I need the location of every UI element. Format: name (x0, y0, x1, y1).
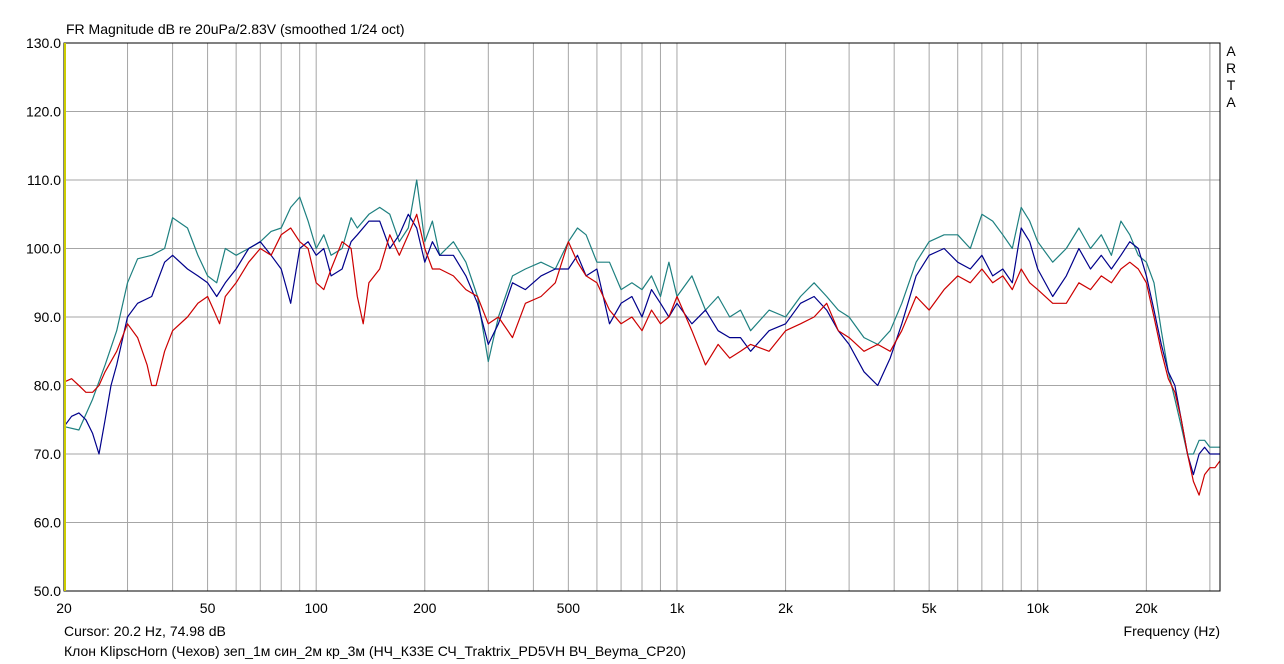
x-axis-label: Frequency (Hz) (1123, 623, 1220, 639)
x-tick-label: 1k (670, 600, 686, 616)
y-tick-label: 70.0 (34, 446, 61, 462)
series-group (63, 179, 1221, 496)
x-tick-label: 10k (1026, 600, 1050, 616)
watermark-letter: A (1226, 94, 1236, 110)
series-line (63, 213, 1220, 476)
y-tick-label: 100.0 (26, 241, 61, 257)
y-tick-label: 80.0 (34, 378, 61, 394)
x-tick-label: 50 (200, 600, 216, 616)
y-tick-label: 120.0 (26, 104, 61, 120)
y-tick-label: 60.0 (34, 515, 61, 531)
y-tick-label: 50.0 (34, 583, 61, 599)
series-line (63, 213, 1221, 496)
x-tick-label: 20k (1135, 600, 1159, 616)
x-tick-label: 2k (778, 600, 794, 616)
x-tick-label: 200 (413, 600, 437, 616)
watermark-letter: R (1225, 60, 1237, 76)
x-tick-label: 5k (922, 600, 938, 616)
y-tick-label: 130.0 (26, 35, 61, 51)
y-tick-label: 110.0 (27, 172, 61, 188)
x-tick-label: 500 (557, 600, 581, 616)
x-axis-ticks: 20 50 100 200 500 1k 2k 5k 10k 20k (56, 600, 1158, 616)
y-tick-label: 90.0 (34, 309, 61, 325)
measurement-info: Клон KlipscHorn (Чехов) зеп_1м син_2м кр… (64, 643, 686, 659)
watermark-letter: A (1226, 43, 1236, 59)
x-tick-label: 100 (304, 600, 328, 616)
watermark-letter: T (1226, 77, 1236, 93)
chart-title: FR Magnitude dB re 20uPa/2.83V (smoothed… (66, 21, 405, 37)
y-axis-ticks: 130.0 120.0 110.0 100.0 90.0 80.0 70.0 60.0 50.0 (26, 35, 61, 599)
series-line (63, 179, 1220, 455)
cursor-readout: Cursor: 20.2 Hz, 74.98 dB (64, 623, 226, 639)
arta-watermark: A R T A (1224, 43, 1238, 111)
grid (63, 43, 1220, 591)
x-tick-label: 20 (56, 600, 72, 616)
